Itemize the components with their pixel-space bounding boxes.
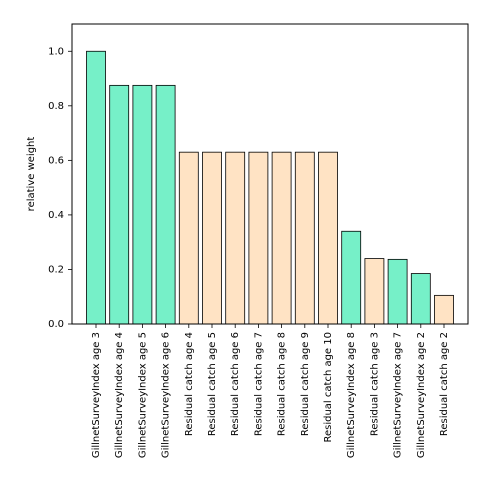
y-tick-label: 0.2 (48, 264, 64, 275)
bar-4 (155, 84, 176, 325)
bar-5 (178, 151, 199, 325)
bar-3 (132, 84, 153, 325)
bar-10 (294, 151, 315, 325)
bar-7 (225, 151, 246, 325)
bar-13 (364, 258, 385, 325)
x-tick-label: Residual catch age 5 (207, 332, 218, 436)
bar-12 (341, 230, 362, 325)
x-tick-label: Residual catch age 2 (439, 332, 450, 436)
bar-1 (86, 50, 106, 325)
x-tick-label: GillnetSurveyIndex age 5 (137, 332, 148, 458)
bars-group (86, 50, 454, 325)
y-axis: 0.0 0.2 0.4 0.6 0.8 1.0 (48, 46, 72, 330)
bar-15 (410, 273, 431, 325)
bar-16 (434, 294, 454, 325)
x-tick-label: GillnetSurveyIndex age 6 (161, 332, 172, 458)
x-tick-label: Residual catch age 7 (253, 332, 264, 436)
bar-6 (202, 151, 222, 325)
x-tick-label: GillnetSurveyIndex age 7 (393, 332, 404, 458)
bar-2 (109, 84, 130, 325)
x-tick-label: Residual catch age 4 (184, 332, 195, 436)
y-tick-label: 0.4 (48, 210, 64, 221)
bar-8 (248, 151, 269, 325)
bar-14 (387, 258, 408, 325)
x-tick-label: Residual catch age 6 (230, 332, 241, 436)
y-tick-label: 1.0 (48, 46, 64, 57)
x-tick-label: GillnetSurveyIndex age 2 (416, 332, 427, 458)
y-axis-label: relative weight (26, 137, 37, 212)
bar-11 (318, 151, 338, 325)
bar-9 (271, 151, 292, 325)
y-tick-label: 0.6 (48, 155, 64, 166)
x-tick-label: Residual catch age 3 (369, 332, 380, 436)
y-tick-label: 0.0 (48, 319, 64, 330)
x-tick-label: GillnetSurveyIndex age 8 (346, 332, 357, 458)
x-tick-label: Residual catch age 8 (277, 332, 288, 436)
plot-frame (71, 23, 469, 325)
plot-area (72, 24, 468, 324)
x-tick-label: GillnetSurveyIndex age 4 (114, 332, 125, 458)
x-axis: GillnetSurveyIndex age 3 GillnetSurveyInd… (91, 324, 450, 458)
y-tick-label: 0.8 (48, 101, 64, 112)
x-tick-label: Residual catch age 10 (323, 332, 334, 443)
x-tick-label: GillnetSurveyIndex age 3 (91, 332, 102, 458)
x-tick-label: Residual catch age 9 (300, 332, 311, 436)
